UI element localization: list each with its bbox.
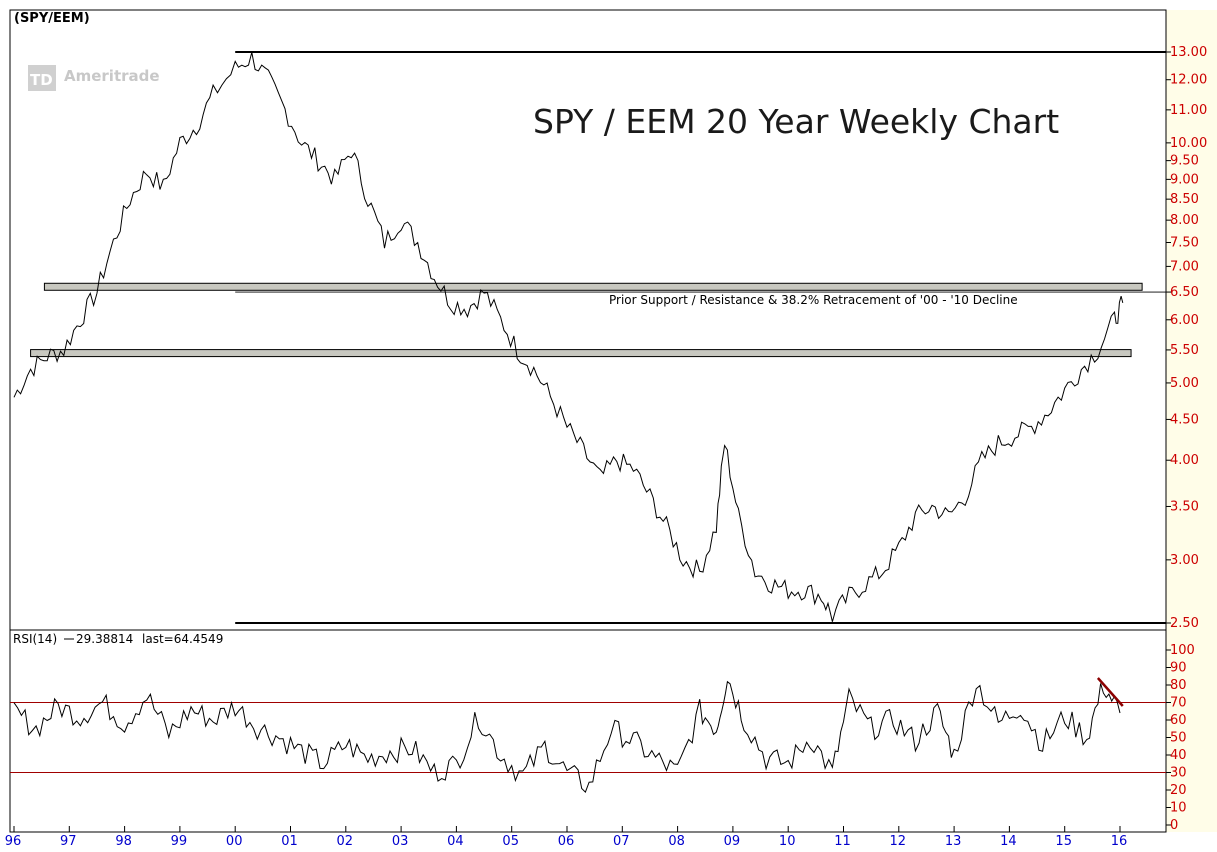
rsi-y-tick-label: 70	[1170, 696, 1187, 711]
x-tick-label: 09	[724, 834, 741, 849]
price-y-tick-label: 6.00	[1170, 313, 1199, 328]
rsi-y-axis: 0 10 20 30 40 50 60 70 80 90 100	[1166, 643, 1195, 833]
chart-title: SPY / EEM 20 Year Weekly Chart	[533, 102, 1059, 141]
rsi-y-tick-label: 20	[1170, 783, 1187, 798]
price-y-tick-label: 4.00	[1170, 453, 1199, 468]
rsi-y-tick-label: 40	[1170, 748, 1187, 763]
x-tick-label: 96	[5, 834, 22, 849]
x-tick-label: 10	[779, 834, 796, 849]
price-y-tick-label: 10.00	[1170, 136, 1207, 151]
x-tick-label: 16	[1111, 834, 1128, 849]
rsi-label-value: 29.38814	[76, 632, 133, 646]
x-tick-label: 15	[1055, 834, 1072, 849]
price-levels	[30, 51, 1166, 624]
level-band	[43, 282, 1143, 291]
rsi-y-tick-label: 90	[1170, 661, 1187, 676]
rsi-label-name: RSI(14)	[13, 632, 57, 646]
price-line	[13, 52, 1124, 622]
x-tick-label: 14	[1000, 834, 1017, 849]
x-tick-label: 07	[613, 834, 630, 849]
x-tick-label: 08	[668, 834, 685, 849]
x-tick-label: 01	[281, 834, 298, 849]
rsi-panel-frame	[9, 629, 1167, 833]
rsi-y-tick-label: 30	[1170, 766, 1187, 781]
td-logo-box	[28, 65, 56, 91]
price-series	[13, 52, 1124, 622]
price-y-tick-label: 2.50	[1170, 616, 1199, 631]
rsi-y-tick-label: 50	[1170, 731, 1187, 746]
rsi-trendline	[1096, 677, 1124, 707]
rsi-panel-label: RSI(14) 29.38814 last=64.4549	[13, 632, 223, 646]
x-tick-label: 04	[447, 834, 464, 849]
rsi-y-tick-label: 0	[1170, 818, 1178, 833]
price-y-tick-label: 9.50	[1170, 154, 1199, 169]
x-tick-label: 03	[392, 834, 409, 849]
td-ameritrade-logo: TD Ameritrade	[28, 65, 160, 91]
price-y-tick-label: 5.00	[1170, 376, 1199, 391]
price-y-tick-label: 7.00	[1170, 259, 1199, 274]
price-y-tick-label: 13.00	[1170, 45, 1207, 60]
price-y-tick-label: 3.00	[1170, 553, 1199, 568]
level-band	[30, 349, 1132, 358]
x-tick-label: 00	[226, 834, 243, 849]
x-tick-label: 11	[834, 834, 851, 849]
x-tick-label: 02	[337, 834, 354, 849]
price-y-tick-label: 8.00	[1170, 213, 1199, 228]
x-tick-label: 99	[171, 834, 188, 849]
y-axis-panel	[1166, 10, 1217, 832]
price-y-axis: 2.50 3.00 3.50 4.00 4.50 5.00 5.50 6.00 6.50 7.00…	[1166, 45, 1207, 631]
price-panel-label: (SPY/EEM)	[14, 11, 90, 26]
rsi-y-tick-label: 80	[1170, 678, 1187, 693]
level-annotation: Prior Support / Resistance & 38.2% Retra…	[609, 293, 1018, 307]
rsi-y-tick-label: 10	[1170, 801, 1187, 816]
x-tick-label: 05	[502, 834, 519, 849]
rsi-line	[13, 680, 1121, 793]
x-tick-label: 98	[115, 834, 132, 849]
price-y-tick-label: 9.00	[1170, 172, 1199, 187]
x-tick-label: 13	[945, 834, 962, 849]
price-y-tick-label: 4.50	[1170, 412, 1199, 427]
price-y-tick-label: 8.50	[1170, 192, 1199, 207]
x-tick-label: 06	[558, 834, 575, 849]
x-axis: 96 97 98 99 00 01 02 03 04 05 06 07 08 09 10 11 12 13 14 15…	[5, 826, 1128, 849]
price-y-tick-label: 3.50	[1170, 499, 1199, 514]
rsi-series	[13, 677, 1124, 793]
price-y-tick-label: 12.00	[1170, 73, 1207, 88]
x-tick-label: 97	[60, 834, 77, 849]
price-y-tick-label: 7.50	[1170, 236, 1199, 251]
price-y-tick-label: 5.50	[1170, 343, 1199, 358]
price-y-tick-label: 11.00	[1170, 103, 1207, 118]
price-y-tick-label: 6.50	[1170, 285, 1199, 300]
x-tick-label: 12	[890, 834, 907, 849]
rsi-y-tick-label: 60	[1170, 713, 1187, 728]
td-logo-letters: TD	[30, 71, 53, 89]
rsi-label-last: last=64.4549	[142, 632, 223, 646]
watermark-text: Ameritrade	[64, 67, 160, 85]
rsi-y-tick-label: 100	[1170, 643, 1195, 658]
